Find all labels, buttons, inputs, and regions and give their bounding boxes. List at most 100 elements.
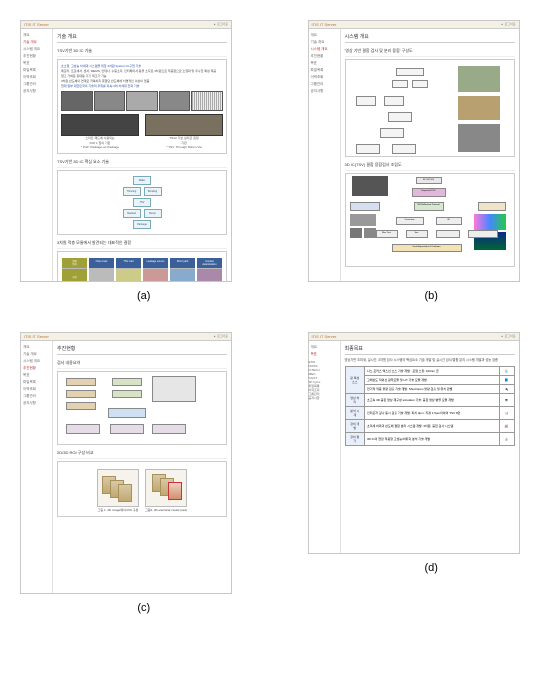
caption: TSV2 기반 실리콘 칩형 xyxy=(145,137,223,141)
nav-history[interactable]: 이력조회 xyxy=(21,74,52,81)
bullet: 메모리, 프로세서, 센서, MEMS, 안테나, 수동소자, 인터페이서 등을… xyxy=(61,68,223,73)
caption: 그림2. 3D electrical model (cad) xyxy=(145,509,187,513)
page-title: 기술 개요 xyxy=(57,33,227,43)
nav-notice[interactable]: 공지사항 xyxy=(309,88,340,95)
nav-groups[interactable]: 그룹관리 xyxy=(21,81,52,88)
nav-overview[interactable]: 개요 xyxy=(21,32,52,39)
main-content: 추진현황 검사 내용요약 2D/3D ROI 구성 비교 그림 1. 2D im… xyxy=(53,333,231,593)
caption: * TSV: Through Silicon Via xyxy=(145,146,223,150)
panel-label: (b) xyxy=(308,290,535,302)
pair-image xyxy=(61,114,139,136)
flow-row: Package xyxy=(61,220,223,229)
nav-groups[interactable]: 그룹관리 xyxy=(309,81,340,88)
nav-goal[interactable]: 목표 xyxy=(21,372,52,379)
nav-system[interactable]: 시스템 개요 xyxy=(21,358,52,365)
section3-box: 결함 형식사진Chip crackTSV voidLeakage sourceS… xyxy=(57,251,227,281)
nav-files[interactable]: 파일목록 xyxy=(309,67,340,74)
flowchart-2: 3D IC(TSV)Expected TSVIVE Reflection Pro… xyxy=(345,173,515,267)
nav-notice[interactable]: 공지사항 xyxy=(21,400,52,407)
figure-grid: ITIS IT Server ▲ 로그아웃 개요 기술 개요 시스템 개요 추진… xyxy=(20,20,535,614)
brand: ITIS IT Server xyxy=(24,334,49,339)
thumb xyxy=(94,91,126,111)
flowchart-1 xyxy=(345,59,515,157)
section2-box: Wafer ThinningBonding TSV StackedBump Pa… xyxy=(57,170,227,235)
panel-label: (a) xyxy=(20,290,268,302)
nav-files[interactable]: 파일목록 xyxy=(21,67,52,74)
defect-table: 결함 형식사진Chip crackTSV voidLeakage sourceS… xyxy=(61,257,223,281)
logout-link[interactable]: ▲ 로그아웃 xyxy=(501,334,516,338)
flow-row: TSV xyxy=(61,198,223,207)
brand: ITIS IT Server xyxy=(312,334,337,339)
thumb xyxy=(126,91,158,111)
page-title: 최종목표 xyxy=(345,345,515,355)
caption: * PoP: Package-on-Package xyxy=(61,146,139,150)
page-title: 추진현황 xyxy=(57,345,227,355)
main-content: 기술 개요 TSV기반 3D IC 기술 초소형, 고성능 차세대 시스템을 위… xyxy=(53,21,231,281)
panel-label: (c) xyxy=(20,602,268,614)
flow-node: Thinning xyxy=(123,187,141,196)
logout-link[interactable]: ▲ 로그아웃 xyxy=(501,22,516,26)
sidebar: 개요 목표 ETRIKRISSKITECHIBECKAISTSK hynix파일… xyxy=(309,333,341,553)
logout-link[interactable]: ▲ 로그아웃 xyxy=(213,22,228,26)
nav-history[interactable]: 이력조회 xyxy=(21,386,52,393)
flow-row: Wafer xyxy=(61,176,223,185)
mini-page-b: ITIS IT Server ▲ 로그아웃 개요 기술 개요 시스템 개요 추진… xyxy=(308,20,520,282)
nav-overview[interactable]: 개요 xyxy=(309,32,340,39)
nav-progress[interactable]: 추진현황 xyxy=(21,365,52,372)
main-content: 최종목표 영상기반 초미세, 실시간, 3차원 검사 시스템의 핵심요소 기술 … xyxy=(341,333,519,553)
sidebar: 개요 기술 개요 시스템 개요 추진현황 목표 파일목록 이력조회 그룹관리 공… xyxy=(21,21,53,281)
logout-link[interactable]: ▲ 로그아웃 xyxy=(213,334,228,338)
flow-node: Wafer xyxy=(133,176,151,185)
nav-goal[interactable]: 목표 xyxy=(21,60,52,67)
roi-2d: 그림 1. 2D image에서 ROI 구성 xyxy=(97,469,139,513)
institution-list: ETRIKRISSKITECHIBECKAISTSK hynix파일목록이력조회… xyxy=(309,358,340,402)
section1-box: 초소형, 고성능 차세대 시스템을 위한 3차원 System IC구현 기술 … xyxy=(57,59,227,154)
sidebar: 개요 기술 개요 시스템 개요 추진현황 목표 파일목록 이력조회 그룹관리 공… xyxy=(309,21,341,281)
nav-goal[interactable]: 목표 xyxy=(309,60,340,67)
flow-node: TSV xyxy=(133,198,151,207)
mini-page-d: ITIS IT Server ▲ 로그아웃 개요 목표 ETRIKRISSKIT… xyxy=(308,332,520,554)
section3-title: 3차원 적층 모듈에서 발견되는 대표적인 결함 xyxy=(57,238,227,249)
pair-item: TSV2 기반 실리콘 칩형 기판 * TSV: Through Silicon… xyxy=(145,114,223,150)
page-header: ITIS IT Server ▲ 로그아웃 xyxy=(309,21,519,29)
nav-tech[interactable]: 기술 개요 xyxy=(309,39,340,46)
pair-item: 스마트 패드에 사용되는 PoP 1 칩의 기판 * PoP: Package-… xyxy=(61,114,139,150)
mini-page-c: ITIS IT Server ▲ 로그아웃 개요 기술 개요 시스템 개요 추진… xyxy=(20,332,232,594)
panel-d: ITIS IT Server ▲ 로그아웃 개요 목표 ETRIKRISSKIT… xyxy=(308,332,535,614)
nav-files[interactable]: 파일목록 xyxy=(21,379,52,386)
panel-b: ITIS IT Server ▲ 로그아웃 개요 기술 개요 시스템 개요 추진… xyxy=(308,20,535,302)
bullet: 현재 일부 대한민국의 기술적 우위를 지속시켜 차세대 전략 기술 xyxy=(61,84,223,89)
flow-node: Bump xyxy=(144,209,162,218)
goal-summary: 영상기반 초미세, 실시간, 3차원 검사 시스템의 핵심요소 기술 개발 및 … xyxy=(345,358,515,362)
main-content: 시스템 개요 '영상 기반 결함 검사 및 분리 융합' 구성도 3D IC(T… xyxy=(341,21,519,281)
thumb xyxy=(159,91,191,111)
nav-tech[interactable]: 기술 개요 xyxy=(21,351,52,358)
nav-progress[interactable]: 추진현황 xyxy=(309,53,340,60)
nav-system[interactable]: 시스템 개요 xyxy=(309,46,340,53)
nav-tech[interactable]: 기술 개요 xyxy=(21,39,52,46)
nav-groups[interactable]: 그룹관리 xyxy=(21,393,52,400)
nav-history[interactable]: 이력조회 xyxy=(309,74,340,81)
flow-node: Stacked xyxy=(123,209,141,218)
page-header: ITIS IT Server ▲ 로그아웃 xyxy=(21,21,231,29)
nav-system[interactable]: 시스템 개요 xyxy=(21,46,52,53)
flow-row: ThinningBonding xyxy=(61,187,223,196)
nav-overview[interactable]: 개요 xyxy=(309,344,340,351)
section2-title: 2D/3D ROI 구성 비교 xyxy=(57,448,227,459)
nav-goal-top[interactable]: 목표 xyxy=(309,351,340,358)
panel-label: (d) xyxy=(308,562,535,574)
brand: ITIS IT Server xyxy=(312,22,337,27)
roi-box: 그림 1. 2D image에서 ROI 구성 그림2. 3D electric… xyxy=(57,461,227,517)
nav-overview[interactable]: 개요 xyxy=(21,344,52,351)
section1-title: '영상 기반 결함 검사 및 분리 융합' 구성도 xyxy=(345,46,515,57)
page-title: 시스템 개요 xyxy=(345,33,515,43)
caption: 스마트 패드에 사용되는 xyxy=(61,137,139,141)
thumb xyxy=(191,91,223,111)
flow-node: Package xyxy=(133,220,151,229)
section2-title: 3D IC(TSV) 결합 융합검사 조립도 xyxy=(345,160,515,171)
page-header: ITIS IT Server ▲ 로그아웃 xyxy=(21,333,231,341)
roi-2d-img xyxy=(97,469,139,507)
nav-notice[interactable]: 공지사항 xyxy=(21,88,52,95)
nav-progress[interactable]: 추진현황 xyxy=(21,53,52,60)
section1-title: TSV기반 3D IC 기술 xyxy=(57,46,227,57)
